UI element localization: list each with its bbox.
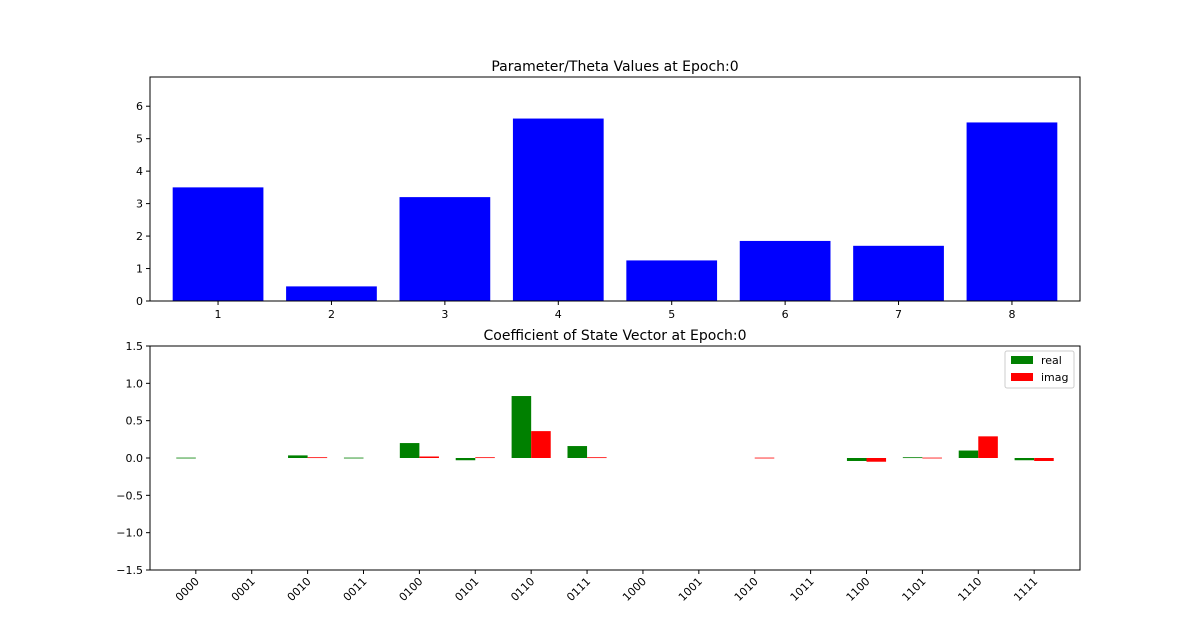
state-x-tick-label: 0110 [508, 575, 537, 604]
theta-y-tick-label: 5 [136, 133, 143, 146]
theta-x-tick-label: 1 [215, 308, 222, 321]
theta-x-tick-label: 5 [668, 308, 675, 321]
state-bar-imag-0010 [307, 457, 328, 459]
theta-bar-5 [626, 260, 718, 301]
state-vector-bar-chart: Coefficient of State Vector at Epoch:0 0… [116, 328, 1081, 604]
theta-y-tick-label: 3 [136, 198, 143, 211]
state-y-tick-label: −0.5 [116, 489, 143, 502]
state-bar-real-0100 [399, 443, 420, 458]
state-x-tick-label: 0010 [285, 575, 314, 604]
legend-label-imag: imag [1041, 371, 1069, 384]
theta-x-ticks: 1 2 3 4 5 6 7 8 [215, 301, 1015, 321]
state-x-tick-label: 0000 [173, 575, 202, 604]
legend-swatch-imag [1011, 373, 1033, 381]
state-bar-imag-0110 [531, 431, 551, 458]
state-y-tick-label: 0.5 [126, 415, 144, 428]
state-bar-imag-1111 [1034, 458, 1054, 461]
state-x-tick-label: 1000 [620, 575, 649, 604]
theta-x-tick-label: 3 [441, 308, 448, 321]
theta-y-tick-label: 6 [136, 100, 143, 113]
state-x-tick-label: 0011 [341, 575, 370, 604]
state-y-tick-label: −1.5 [116, 564, 143, 577]
legend: real imag [1004, 350, 1075, 389]
state-x-ticks: 0000 0001 0010 0011 0100 0101 0110 0111 1000 1001… [173, 570, 1040, 604]
state-y-tick-label: 0.0 [126, 452, 144, 465]
state-x-tick-label: 1101 [900, 575, 929, 604]
state-x-tick-label: 0001 [229, 575, 258, 604]
state-x-tick-label: 1010 [732, 575, 761, 604]
theta-y-tick-label: 4 [136, 165, 143, 178]
theta-bar-1 [172, 187, 264, 301]
theta-y-tick-label: 1 [136, 263, 143, 276]
theta-bar-2 [286, 286, 377, 301]
state-chart-title: Coefficient of State Vector at Epoch:0 [483, 328, 746, 344]
state-y-tick-label: 1.5 [126, 340, 144, 353]
state-bar-real-0110 [511, 396, 532, 458]
state-x-tick-label: 1111 [1011, 575, 1040, 604]
state-bar-imag-0101 [475, 457, 495, 459]
state-bar-real-0011 [343, 457, 364, 459]
theta-bar-4 [512, 118, 604, 301]
legend-label-real: real [1041, 354, 1062, 367]
state-bar-real-1111 [1014, 458, 1035, 461]
theta-plot-frame [149, 76, 1081, 302]
theta-chart-title: Parameter/Theta Values at Epoch:0 [491, 59, 738, 75]
theta-x-tick-label: 8 [1008, 308, 1015, 321]
state-bar-imag-0111 [587, 457, 607, 459]
theta-bar-6 [739, 240, 831, 301]
theta-x-tick-label: 4 [555, 308, 562, 321]
state-bar-imag-1100 [866, 458, 887, 462]
state-x-tick-label: 1001 [676, 575, 705, 604]
state-x-tick-label: 1110 [955, 575, 984, 604]
theta-x-tick-label: 6 [782, 308, 789, 321]
state-plot-frame [149, 345, 1081, 571]
state-bar-real-1110 [958, 450, 979, 458]
state-y-ticks: −1.5 −1.0 −0.5 0.0 0.5 1.0 1.5 [116, 340, 150, 577]
theta-bars [172, 118, 1058, 301]
theta-y-tick-label: 0 [136, 295, 143, 308]
state-bar-real-0000 [176, 457, 196, 459]
state-x-tick-label: 0100 [397, 575, 426, 604]
state-x-tick-label: 1011 [788, 575, 817, 604]
theta-bar-chart: Parameter/Theta Values at Epoch:0 1 2 3 4 5 6… [136, 59, 1081, 321]
theta-bar-7 [853, 245, 944, 301]
theta-x-tick-label: 2 [328, 308, 335, 321]
state-x-tick-label: 0101 [452, 575, 481, 604]
state-y-tick-label: 1.0 [126, 377, 144, 390]
state-bar-real-1100 [846, 458, 867, 461]
state-y-tick-label: −1.0 [116, 527, 143, 540]
state-bar-imag-1101 [922, 457, 942, 459]
legend-swatch-real [1011, 356, 1033, 364]
state-x-tick-label: 0111 [564, 575, 593, 604]
theta-bar-3 [399, 197, 491, 301]
theta-bar-8 [966, 122, 1058, 301]
state-bar-imag-1110 [978, 436, 998, 458]
state-bar-real-0101 [455, 458, 476, 461]
theta-y-tick-label: 2 [136, 230, 143, 243]
state-bar-imag-0100 [419, 456, 439, 458]
state-x-tick-label: 1100 [844, 575, 873, 604]
theta-y-ticks: 0 1 2 3 4 5 6 [136, 100, 150, 308]
state-bar-imag-1010 [754, 457, 775, 459]
state-bar-real-0111 [567, 446, 588, 458]
state-bars [176, 396, 1054, 462]
state-bar-real-0010 [288, 455, 308, 458]
theta-x-tick-label: 7 [895, 308, 902, 321]
state-bar-real-1101 [902, 457, 923, 459]
